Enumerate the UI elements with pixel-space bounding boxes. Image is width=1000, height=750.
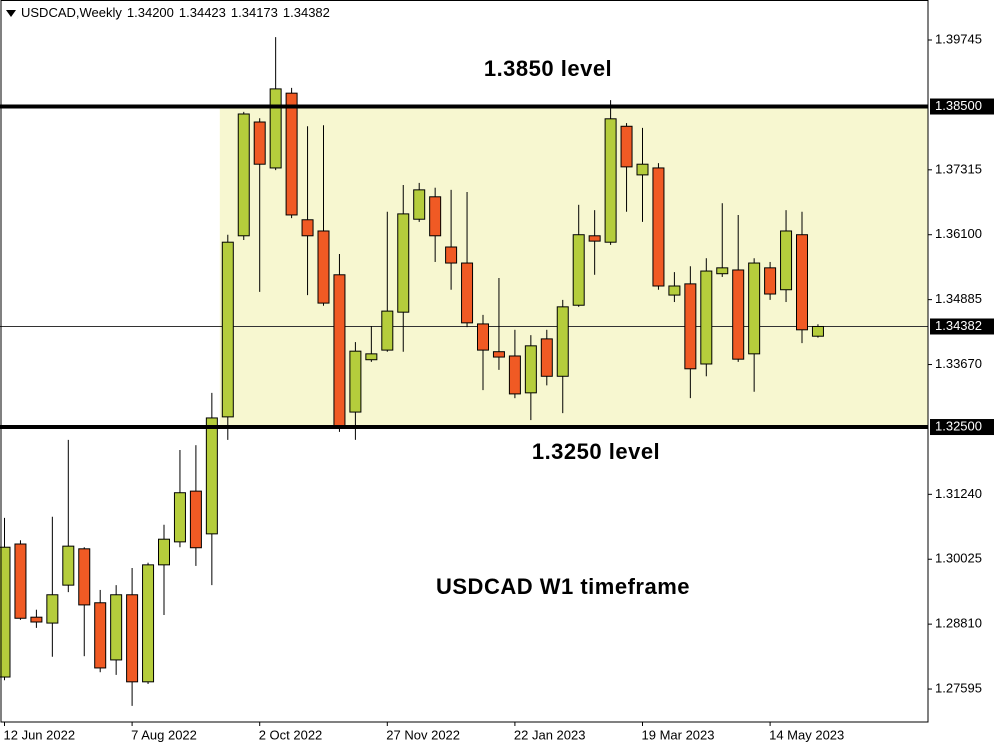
level-annotation: 1.3250 level: [532, 439, 660, 464]
y-tick-label: 1.33670: [935, 356, 982, 371]
candle-body: [78, 548, 91, 606]
candle-body: [732, 269, 745, 360]
candle-body: [333, 274, 346, 428]
candle-body: [94, 602, 107, 669]
x-tick-label: 27 Nov 2022: [386, 727, 460, 742]
candle-body: [796, 234, 808, 331]
candle-body: [237, 113, 250, 237]
candle-body: [253, 121, 266, 165]
y-tick-label: 1.37315: [935, 161, 982, 176]
current-price-bg: [930, 318, 994, 335]
candle-body: [205, 417, 218, 535]
candle-body: [620, 125, 633, 168]
chart-header: USDCAD,Weekly 1.34200 1.34423 1.34173 1.3438…: [6, 5, 335, 20]
candle-body: [158, 538, 170, 566]
candle-body: [221, 241, 234, 418]
candle-body: [349, 350, 362, 413]
symbol: USDCAD,Weekly: [21, 5, 122, 20]
candle-body: [317, 230, 330, 304]
y-tick-label: 1.31240: [935, 486, 982, 501]
candle-body: [269, 88, 282, 169]
candle-body: [748, 262, 761, 355]
candle-body: [492, 351, 505, 358]
candle-body: [285, 92, 298, 216]
x-tick-label: 19 Mar 2023: [642, 727, 715, 742]
y-tick-label: 1.39745: [935, 31, 982, 46]
level-label: 1.32500: [935, 418, 982, 433]
candle-body: [189, 490, 202, 549]
ohlc-high: 1.34423: [178, 5, 226, 20]
candle-body: [0, 546, 11, 678]
plot-frame: [0, 0, 929, 723]
candle-body: [540, 338, 553, 377]
candle-body: [477, 323, 489, 351]
ohlc-low: 1.34173: [230, 5, 278, 20]
candle-body: [173, 492, 186, 543]
level-label: 1.38500: [935, 98, 982, 113]
candle-body: [397, 213, 410, 313]
candle-body: [636, 163, 649, 176]
level-annotation: 1.3850 level: [484, 56, 612, 81]
chart-annotation: USDCAD W1 timeframe: [436, 574, 690, 599]
candle-body: [684, 283, 697, 370]
candle-body: [716, 267, 729, 275]
candle-body: [445, 246, 458, 264]
candle-body: [604, 118, 617, 243]
y-tick-label: 1.28810: [935, 616, 982, 631]
level-label-bg: [930, 98, 994, 115]
candle-body: [301, 219, 314, 237]
current-price-label: 1.34382: [935, 318, 982, 333]
candle-body: [652, 167, 665, 287]
candle-body: [572, 234, 585, 306]
y-tick-label: 1.34885: [935, 291, 982, 306]
ohlc-open: 1.34200: [126, 5, 174, 20]
candle-body: [429, 196, 442, 237]
candle-body: [365, 353, 378, 361]
candle-body: [508, 355, 521, 395]
candle-body: [524, 345, 537, 394]
candle-body: [413, 189, 426, 220]
x-tick-label: 14 May 2023: [769, 727, 844, 742]
candle-body: [780, 230, 793, 291]
candle-body: [811, 325, 824, 337]
x-tick-label: 2 Oct 2022: [259, 727, 323, 742]
x-tick-label: 12 Jun 2022: [4, 727, 76, 742]
candle-body: [142, 564, 155, 683]
level-label-bg: [930, 419, 994, 436]
axis-layer: 1.39745 1.37315 1.36100 1.34885 1.33670 1.312…: [4, 31, 994, 742]
candle-body: [46, 594, 59, 624]
candle-body: [14, 543, 27, 619]
ohlc-close: 1.34382: [282, 5, 330, 20]
menu-arrow[interactable]: [6, 9, 16, 18]
candle-body: [668, 285, 681, 296]
plot-layer: [0, 37, 928, 706]
candle-body: [110, 594, 123, 661]
candle-body: [764, 267, 777, 295]
candle-body: [700, 270, 713, 365]
candle-body: [556, 306, 569, 377]
candle-body: [126, 594, 139, 683]
y-tick-label: 1.36100: [935, 226, 982, 241]
candle-body: [62, 545, 75, 586]
y-tick-label: 1.30025: [935, 551, 982, 566]
candle-body: [30, 616, 43, 623]
candle-body: [381, 310, 394, 351]
y-tick-label: 1.27595: [935, 680, 982, 695]
x-tick-label: 22 Jan 2023: [514, 727, 586, 742]
candle-body: [588, 235, 601, 242]
candle-body: [461, 262, 474, 324]
x-tick-label: 7 Aug 2022: [131, 727, 197, 742]
